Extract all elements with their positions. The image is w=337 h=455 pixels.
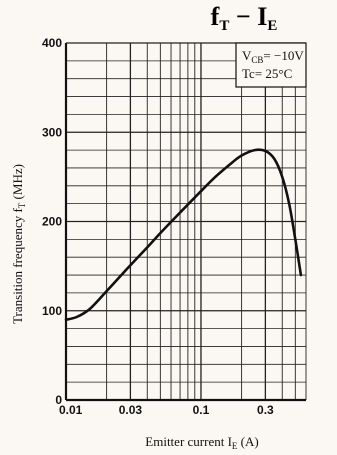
x-tick-label: 0.01: [59, 403, 83, 417]
y-axis-label: Transition frequency fT (MHz): [10, 164, 27, 324]
x-tick-label: 0.03: [119, 403, 143, 417]
chart-title: fT − IE: [211, 2, 278, 34]
series-line-0: [64, 148, 303, 321]
y-tick-label: 400: [42, 36, 62, 50]
x-axis-label: Emitter current IE (A): [145, 434, 258, 451]
condition-text: Tc= 25°C: [242, 66, 292, 81]
conditions-box-frame: [235, 42, 307, 88]
y-tick-label: 100: [42, 304, 62, 318]
y-tick-label: 200: [42, 215, 62, 229]
x-tick-label: 0.1: [193, 403, 210, 417]
y-tick-label: 300: [42, 125, 62, 139]
grid-lines: [65, 42, 307, 401]
condition-text: VCB= −10V: [242, 48, 304, 65]
x-tick-label: 0.3: [257, 403, 274, 417]
y-tick-label: 0: [55, 393, 62, 407]
